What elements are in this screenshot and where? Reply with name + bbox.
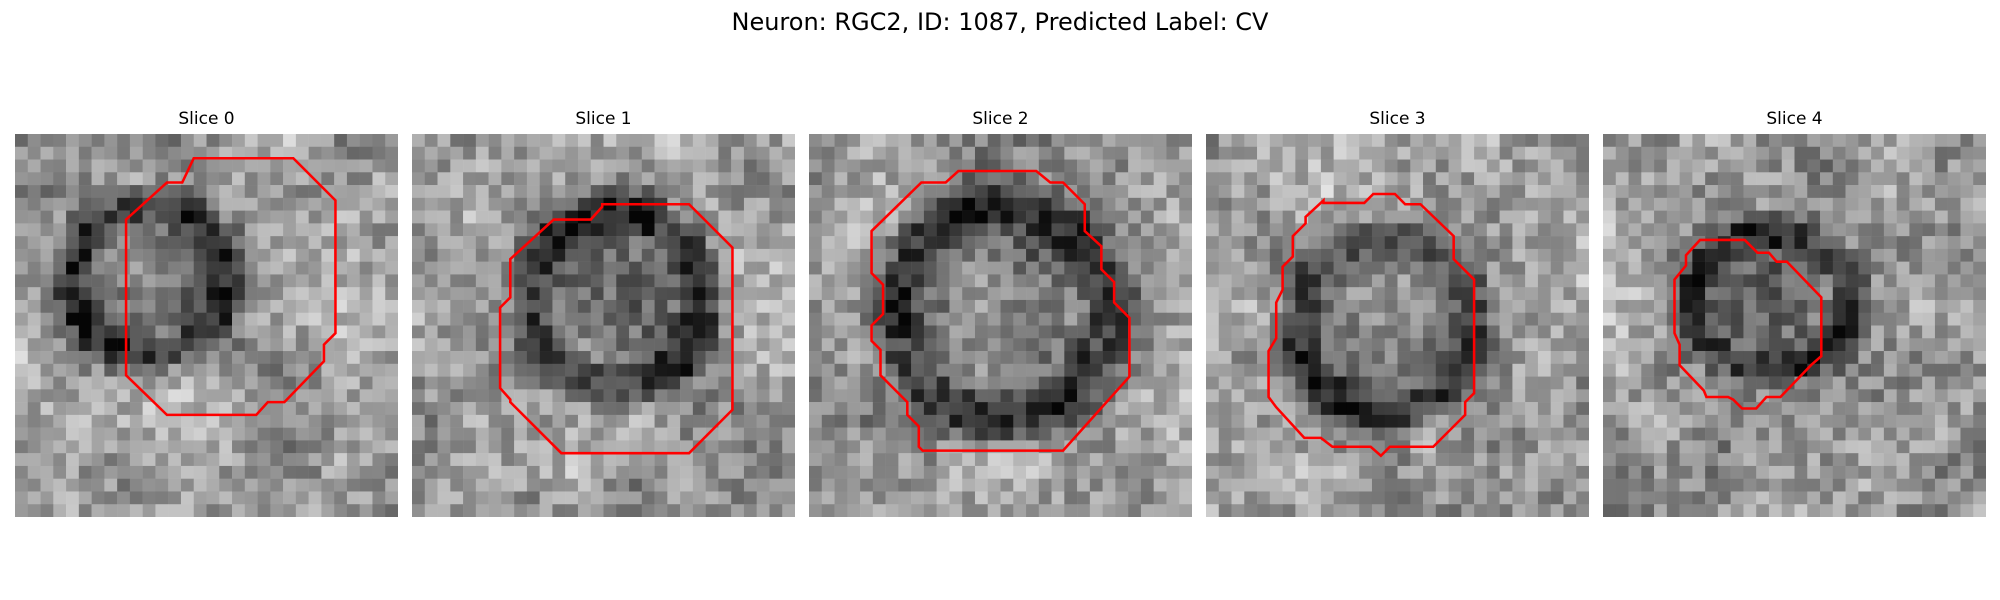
slice-title: Slice 4 [1766, 109, 1823, 129]
cell-contour-outline [124, 156, 337, 417]
cell-contour-outline [870, 169, 1131, 452]
slice-title: Slice 1 [575, 109, 632, 129]
slice-image [412, 134, 795, 517]
cell-contour-outline [1267, 192, 1476, 458]
slice-title: Slice 3 [1369, 109, 1426, 129]
cell-contour-outline [1673, 238, 1823, 410]
slice-image [1603, 134, 1986, 517]
slice-title: Slice 2 [972, 109, 1029, 129]
slice-image [1206, 134, 1589, 517]
slice-panel: Slice 2 [809, 108, 1192, 517]
cell-contour-outline [498, 202, 734, 455]
slice-title: Slice 0 [178, 109, 235, 129]
slice-panel: Slice 4 [1603, 108, 1986, 517]
slice-image [809, 134, 1192, 517]
slice-panel: Slice 3 [1206, 108, 1589, 517]
slice-panel: Slice 1 [412, 108, 795, 517]
slice-panel: Slice 0 [15, 108, 398, 517]
slice-image [15, 134, 398, 517]
figure-title: Neuron: RGC2, ID: 1087, Predicted Label:… [731, 8, 1269, 36]
